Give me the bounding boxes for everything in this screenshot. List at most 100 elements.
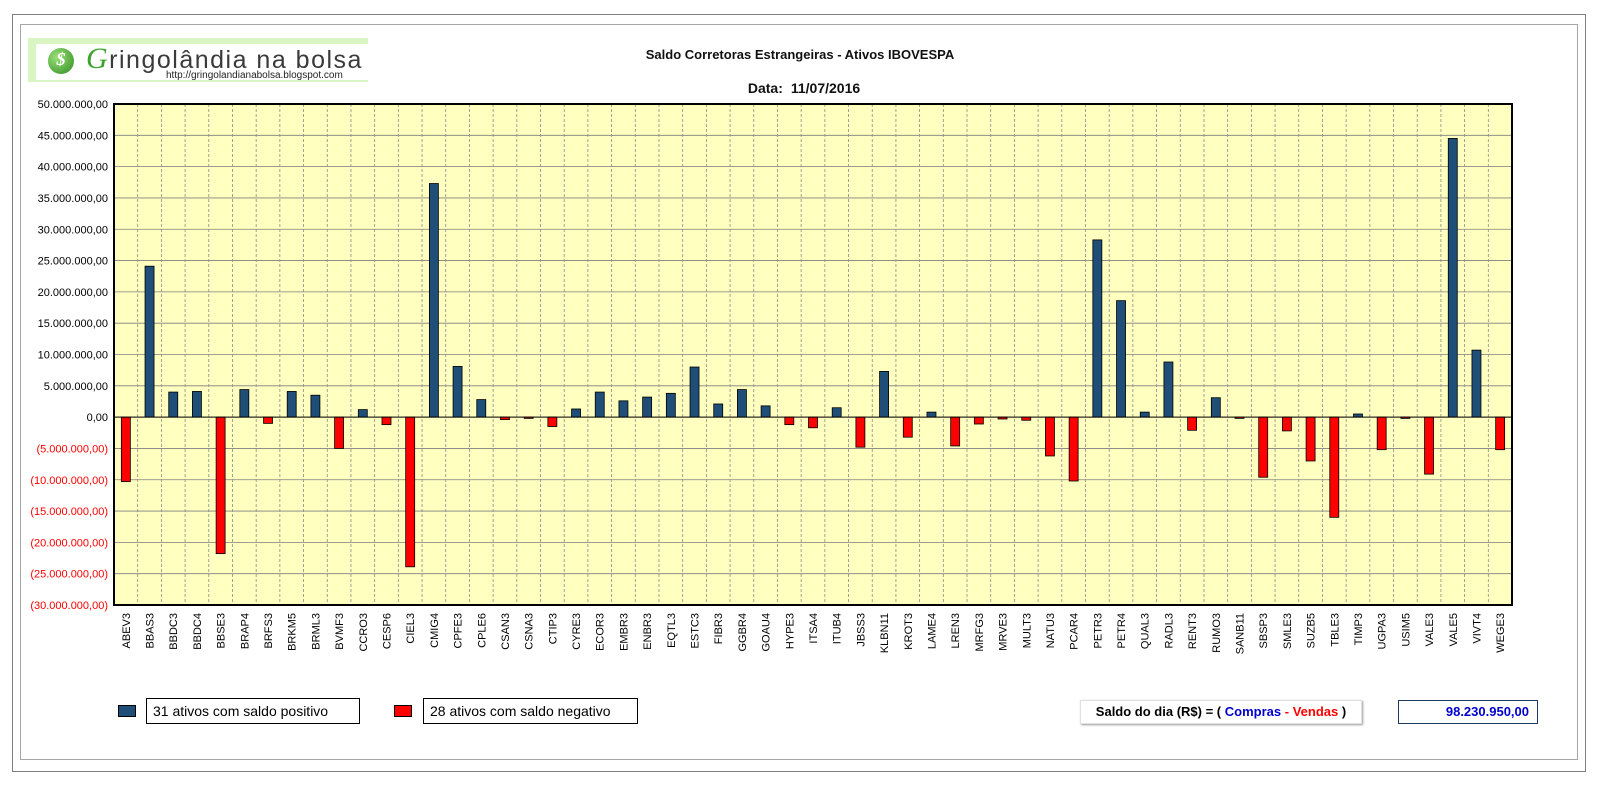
bar-HYPE3 bbox=[784, 416, 795, 426]
x-tick-label: PETR4 bbox=[1116, 613, 1128, 648]
bar-LREN3 bbox=[950, 416, 961, 447]
x-tick-label: ECOR3 bbox=[595, 613, 607, 651]
bar-UGPA3 bbox=[1376, 416, 1387, 451]
x-tick-label: RADL3 bbox=[1163, 613, 1175, 648]
x-tick-label: CIEL3 bbox=[405, 613, 417, 644]
x-tick-label: ABEV3 bbox=[121, 613, 133, 648]
x-tick-label: UGPA3 bbox=[1377, 613, 1389, 649]
x-tick-label: HYPE3 bbox=[784, 613, 796, 649]
plot-border bbox=[113, 103, 1513, 606]
x-tick-label: VALE5 bbox=[1448, 613, 1460, 646]
x-tick-label: KROT3 bbox=[903, 613, 915, 650]
bar-EQTL3 bbox=[665, 392, 676, 418]
bar-BBSE3 bbox=[215, 416, 226, 555]
y-tick-label: (15.000.000,00) bbox=[30, 506, 108, 518]
legend-negative-swatch bbox=[394, 705, 412, 717]
bar-VIVT4 bbox=[1471, 349, 1482, 418]
bar-BRKM5 bbox=[286, 391, 297, 418]
bar-BBDC3 bbox=[168, 391, 179, 418]
bar-GGBR4 bbox=[737, 389, 747, 418]
logo-panel bbox=[36, 44, 372, 80]
saldo-prefix: Saldo do dia (R$) = ( bbox=[1095, 704, 1222, 719]
bar-CCRO3 bbox=[357, 409, 368, 418]
chart-date: Data: 11/07/2016 bbox=[0, 80, 1600, 96]
x-tick-label: PETR3 bbox=[1092, 613, 1104, 648]
x-tick-label: CPFE3 bbox=[453, 613, 465, 648]
bar-ABEV3 bbox=[120, 416, 131, 483]
bar-VALE3 bbox=[1424, 416, 1434, 475]
x-tick-label: SUZB5 bbox=[1306, 613, 1318, 648]
y-tick-label: 5.000.000,00 bbox=[44, 381, 108, 393]
x-tick-label: BVMF3 bbox=[334, 613, 346, 650]
x-tick-label: RENT3 bbox=[1187, 613, 1199, 649]
x-tick-label: CSAN3 bbox=[500, 613, 512, 650]
y-tick-label: 45.000.000,00 bbox=[38, 130, 108, 142]
y-tick-label: 10.000.000,00 bbox=[38, 350, 108, 362]
x-tick-label: QUAL3 bbox=[1140, 613, 1152, 649]
bar-BRML3 bbox=[310, 394, 321, 418]
x-tick-label: GGBR4 bbox=[737, 613, 749, 652]
date-label: Data: bbox=[747, 80, 783, 96]
x-tick-label: CTIP3 bbox=[547, 613, 559, 644]
y-tick-label: 40.000.000,00 bbox=[38, 162, 108, 174]
bar-ITSA4 bbox=[808, 416, 818, 429]
logo-title-rest: ringolândia na bolsa bbox=[109, 46, 363, 74]
x-tick-label: CYRE3 bbox=[571, 613, 583, 650]
x-tick-label: BRAP4 bbox=[239, 613, 251, 649]
x-tick-label: VALE3 bbox=[1424, 613, 1436, 646]
bar-CPLE6 bbox=[476, 399, 487, 418]
logo-mark: $ bbox=[56, 49, 66, 69]
x-tick-label: FIBR3 bbox=[713, 613, 725, 644]
x-tick-label: BRKM5 bbox=[287, 613, 299, 651]
x-tick-label: ESTC3 bbox=[690, 613, 702, 648]
chart-title: Saldo Corretoras Estrangeiras - Ativos I… bbox=[645, 47, 955, 62]
saldo-label: Saldo do dia (R$) = ( Compras - Vendas ) bbox=[1080, 700, 1362, 724]
y-tick-label: 0,00 bbox=[87, 412, 108, 424]
dollar-coin-icon: $ bbox=[48, 48, 74, 74]
x-tick-label: EQTL3 bbox=[666, 613, 678, 648]
bar-RUMO3 bbox=[1210, 397, 1221, 418]
x-tick-label: USIM5 bbox=[1400, 613, 1412, 647]
x-tick-label: MRVE3 bbox=[998, 613, 1010, 651]
legend-positive-swatch bbox=[118, 705, 136, 717]
x-tick-label: RUMO3 bbox=[1211, 613, 1223, 653]
x-tick-label: LREN3 bbox=[950, 613, 962, 648]
bar-EMBR3 bbox=[618, 400, 629, 418]
bar-BRAP4 bbox=[239, 389, 250, 418]
x-tick-label: TBLE3 bbox=[1329, 613, 1341, 647]
logo: $ Gringolândia na bolsa http://gringolan… bbox=[28, 38, 372, 86]
y-tick-label: 15.000.000,00 bbox=[38, 318, 108, 330]
x-tick-label: TIMP3 bbox=[1353, 613, 1365, 645]
x-tick-label: CMIG4 bbox=[429, 613, 441, 648]
x-tick-label: MULT3 bbox=[1021, 613, 1033, 648]
bar-SUZB5 bbox=[1305, 416, 1316, 462]
bar-SBSP3 bbox=[1258, 416, 1269, 478]
bar-ENBR3 bbox=[642, 396, 653, 418]
x-tick-label: BBDC3 bbox=[168, 613, 180, 650]
y-tick-label: (10.000.000,00) bbox=[30, 475, 108, 487]
bar-CMIG4 bbox=[428, 183, 439, 418]
bar-VALE5 bbox=[1447, 138, 1458, 418]
saldo-minus: - bbox=[1284, 704, 1290, 719]
x-tick-label: WEGE3 bbox=[1495, 613, 1507, 653]
x-tick-label: LAME4 bbox=[926, 613, 938, 649]
bar-JBSS3 bbox=[855, 416, 866, 448]
bar-QUAL3 bbox=[1139, 411, 1150, 418]
saldo-value: 98.230.950,00 bbox=[1398, 700, 1538, 724]
bar-KROT3 bbox=[902, 416, 913, 438]
x-tick-label: CPLE6 bbox=[476, 613, 488, 648]
bar-BVMF3 bbox=[334, 416, 345, 449]
x-tick-label: PCAR4 bbox=[1069, 613, 1081, 650]
x-tick-label: MRFG3 bbox=[974, 613, 986, 652]
bar-WEGE3 bbox=[1495, 416, 1506, 451]
bar-ITUB4 bbox=[831, 407, 842, 418]
bar-RADL3 bbox=[1163, 361, 1174, 418]
bar-CTIP3 bbox=[547, 416, 558, 427]
x-tick-label: BBAS3 bbox=[145, 613, 157, 648]
logo-url: http://gringolandianabolsa.blogspot.com bbox=[166, 70, 343, 81]
x-tick-label: JBSS3 bbox=[855, 613, 867, 647]
bar-KLBN11 bbox=[879, 371, 889, 418]
bar-PETR3 bbox=[1092, 239, 1103, 418]
bar-NATU3 bbox=[1045, 416, 1055, 457]
